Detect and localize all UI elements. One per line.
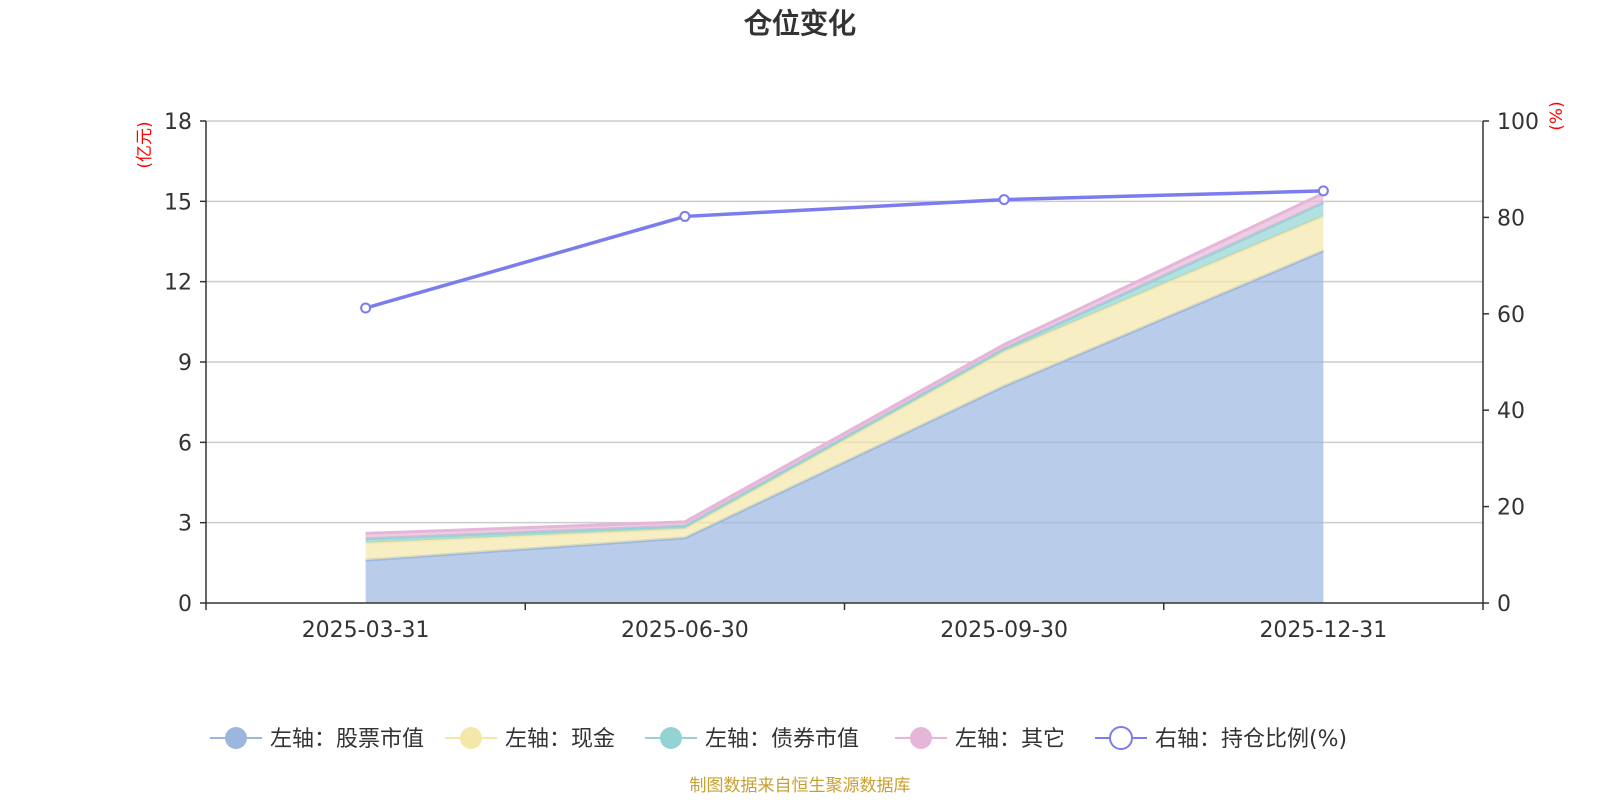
right-axis-unit: (%) [1547,101,1567,130]
legend-item[interactable]: 左轴：其它 [895,727,1065,752]
legend-item[interactable]: 左轴：股票市值 [210,727,424,752]
area-左轴：股票市值 [365,250,1324,603]
source-note: 制图数据来自恒生聚源数据库 [690,776,911,796]
axes: 0 3 6 9 12 15 18 0 20 40 60 80 100 2025-03-31 2025-06-… [164,110,1539,643]
legend-item[interactable]: 右轴：持仓比例(%) [1095,726,1347,752]
legend-swatch-marker [910,727,932,749]
ratio-point [360,302,372,314]
left-axis-tick-label: 3 [178,512,192,537]
legend-swatch-marker [460,727,482,749]
legend-label: 右轴：持仓比例(%) [1155,727,1347,752]
x-axis-tick-label: 2025-12-31 [1259,618,1387,643]
area-edge-左轴：其它 [365,191,1325,535]
legend-swatch-marker [660,727,682,749]
legend-label: 左轴：股票市值 [270,727,424,752]
legend-swatch-marker [225,727,247,749]
legend-label: 左轴：债券市值 [705,727,859,752]
legend-item[interactable]: 左轴：现金 [445,727,615,752]
left-axis-unit: (亿元) [135,121,155,168]
ratio-line-layer [360,185,1329,314]
legend-swatch-marker [1109,726,1133,750]
x-axis-tick-label: 2025-03-31 [302,618,430,643]
right-axis-tick-label: 20 [1497,496,1525,521]
left-axis-tick-label: 15 [164,190,192,215]
left-axis-tick-label: 0 [178,592,192,617]
left-axis-tick-label: 12 [164,271,192,296]
area-edge-左轴：现金 [365,214,1324,545]
right-axis-tick-label: 60 [1497,303,1525,328]
right-axis-tick-label: 40 [1497,399,1525,424]
area-edge-左轴：股票市值 [365,249,1324,562]
right-axis-tick-label: 0 [1497,592,1511,617]
ratio-line [365,189,1324,310]
right-axis-tick-label: 100 [1497,110,1539,135]
ratio-point [1317,185,1329,197]
ratio-point [679,210,691,222]
x-axis-tick-label: 2025-06-30 [621,618,749,643]
legend-item[interactable]: 左轴：债券市值 [645,727,859,752]
left-axis-tick-label: 18 [164,110,192,135]
legend-label: 左轴：现金 [505,727,615,752]
right-axis-tick-label: 80 [1497,206,1525,231]
legend: 左轴：股票市值 左轴：现金 左轴：债券市值 左轴：其它 右轴：持仓比例(%) [210,726,1347,752]
ratio-point [998,194,1010,206]
left-axis-tick-label: 9 [178,351,192,376]
chart-title: 仓位变化 [744,7,856,40]
left-axis-tick-label: 6 [178,431,192,456]
x-axis-tick-label: 2025-09-30 [940,618,1068,643]
stacked-areas [365,191,1325,603]
legend-label: 左轴：其它 [955,727,1065,752]
